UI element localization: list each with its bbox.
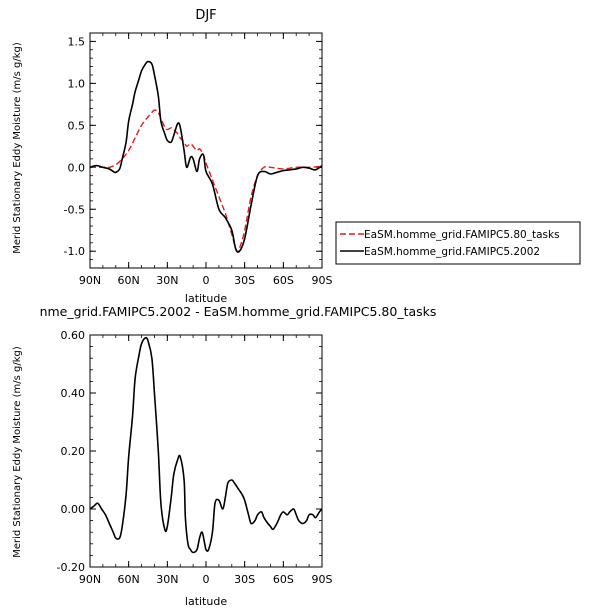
- chart-bottom-plot-frame: [89, 334, 323, 568]
- chart-top-y-tick-label: 1.5: [68, 35, 86, 48]
- legend-label-1: EaSM.homme_grid.FAMIPC5.2002: [364, 246, 540, 258]
- chart-top-title: DJF: [195, 8, 216, 23]
- chart-bottom-x-tick-label: 30N: [156, 573, 178, 586]
- chart-top-x-tick-label: 0: [203, 274, 210, 287]
- chart-bottom-y-axis-label: Merid Stationary Eddy Moisture (m/s g/kg…: [12, 346, 23, 558]
- chart-top-x-axis-label: latitude: [185, 292, 227, 305]
- chart-top-legend: EaSM.homme_grid.FAMIPC5.80_tasks EaSM.hom…: [335, 221, 581, 265]
- chart-bottom-x-tick-label: 60N: [118, 573, 140, 586]
- chart-bottom-y-tick-label: 0.40: [61, 387, 86, 400]
- chart-bottom-y-tick-label: 0.00: [61, 503, 86, 516]
- chart-top-y-tick-label: 0.0: [68, 161, 86, 174]
- chart-top-series-line-0: [90, 109, 323, 253]
- chart-bottom-x-tick-label: 30S: [234, 573, 255, 586]
- chart-top-x-tick-label: 30S: [234, 274, 255, 287]
- chart-bottom-series-line-0: [89, 336, 323, 554]
- chart-bottom-y-tick-label: -0.20: [57, 561, 85, 574]
- chart-top-y-tick-label: -1.0: [64, 245, 85, 258]
- chart-bottom-x-tick-label: 90S: [312, 573, 333, 586]
- chart-bottom-y-tick-label: 0.20: [61, 445, 86, 458]
- chart-bottom: nme_grid.FAMIPC5.2002 - EaSM.homme_grid.…: [12, 304, 436, 608]
- chart-top-y-tick-label: -0.5: [64, 203, 85, 216]
- chart-top-x-tick-label: 30N: [156, 274, 178, 287]
- chart-top-x-tick-label: 90N: [79, 274, 101, 287]
- legend-box: [335, 221, 581, 265]
- chart-bottom-x-tick-label: 90N: [79, 573, 101, 586]
- chart-top: DJF -1.0 -0.5 0.0 0.5 1.0 1.5 90N 60N 30N 0 30S 60…: [12, 8, 581, 305]
- chart-top-y-tick-label: 1.0: [68, 77, 86, 90]
- chart-top-y-tick-label: 0.5: [68, 119, 86, 132]
- chart-top-x-tick-label: 90S: [312, 274, 333, 287]
- chart-bottom-title: nme_grid.FAMIPC5.2002 - EaSM.homme_grid.…: [40, 304, 437, 319]
- chart-top-x-tick-label: 60N: [118, 274, 140, 287]
- chart-bottom-x-axis-label: latitude: [185, 595, 227, 608]
- chart-bottom-x-tick-label: 0: [203, 573, 210, 586]
- chart-top-y-axis-label: Merid Stationary Eddy Moisture (m/s g/kg…: [12, 42, 23, 254]
- legend-label-0: EaSM.homme_grid.FAMIPC5.80_tasks: [364, 229, 560, 241]
- chart-top-series-line-1: [89, 60, 323, 253]
- chart-bottom-x-tick-label: 60S: [273, 573, 294, 586]
- chart-top-x-tick-label: 60S: [273, 274, 294, 287]
- chart-bottom-y-tick-label: 0.60: [61, 329, 86, 342]
